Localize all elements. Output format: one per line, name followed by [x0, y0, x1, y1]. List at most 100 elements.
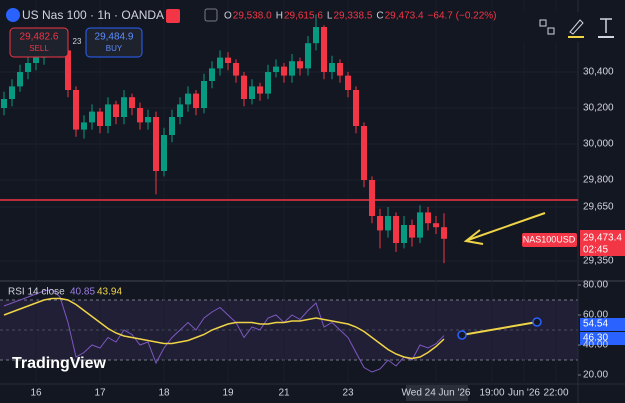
candle-body: [409, 225, 415, 238]
rsi-tick-label: 80.00: [583, 280, 608, 291]
candle-body: [289, 61, 295, 76]
candle-body: [313, 27, 319, 44]
logo[interactable]: TradingView: [12, 355, 107, 372]
candle-body: [345, 75, 351, 90]
rsi-tag-1: [580, 318, 625, 331]
candle-body: [185, 93, 191, 105]
symbol[interactable]: US Nas 100 · 1h · OANDA: [22, 8, 164, 22]
candle-body: [97, 111, 103, 126]
candle-body: [161, 135, 167, 171]
time-tick-label: Wed 24 Jun '26: [402, 388, 471, 399]
draw-icon[interactable]: [569, 19, 584, 35]
ohlc-value: 29,538.0: [233, 11, 272, 22]
ohlc-key: L: [327, 11, 333, 22]
price-tick-label: 29,350: [583, 256, 614, 267]
flag-icon[interactable]: [166, 9, 180, 23]
candle-body: [177, 104, 183, 117]
rsi-line: [3, 297, 445, 360]
candle-body: [81, 122, 87, 130]
ohlc-key: O: [224, 11, 232, 22]
candle-body: [169, 117, 175, 135]
candle-body: [337, 63, 343, 76]
rsi-ma-value: 43.94: [97, 287, 122, 298]
candle-body: [433, 223, 439, 228]
candle-body: [265, 72, 271, 94]
arrow-annotation[interactable]: [463, 212, 546, 245]
candle-body: [321, 27, 327, 72]
time-tick-label: 23: [342, 388, 354, 399]
candle-body: [145, 117, 151, 123]
ohlc: O 29,538.0 H 29,615.6 L 29,338.5 C 29,473.4: [224, 11, 424, 22]
candle-body: [417, 212, 423, 238]
candle-body: [257, 86, 263, 94]
candle-body: [89, 111, 95, 123]
candle-body: [25, 63, 31, 72]
rsi-arrow-annotation[interactable]: [457, 317, 542, 340]
candle-body: [441, 227, 447, 239]
price-tick-label: 30,000: [583, 139, 614, 150]
candle-body: [65, 50, 71, 90]
candle-body: [249, 86, 255, 99]
market-icon[interactable]: [204, 8, 218, 22]
candle-body: [129, 97, 135, 108]
sell-price: 29,482.6: [20, 32, 59, 43]
candle-body: [385, 216, 391, 231]
objects-icon[interactable]: [539, 19, 547, 27]
rsi-value: 40.85: [70, 287, 95, 298]
candle-body: [233, 63, 239, 76]
candle-body: [361, 126, 367, 180]
text-icon[interactable]: [600, 18, 612, 33]
price-tick-label: 30,200: [583, 103, 614, 114]
candle-body: [33, 57, 39, 63]
rsi-tag-2: [580, 332, 625, 345]
price-tag-price: 29,473.4: [583, 233, 622, 244]
price-tick-label: 29,650: [583, 202, 614, 213]
candle-body: [9, 86, 15, 99]
time-tick-label: 21: [278, 388, 290, 399]
candle-body: [137, 108, 143, 123]
objects-icon-2: [547, 27, 555, 35]
time-tick-label: 16: [30, 388, 42, 399]
candle-body: [225, 57, 231, 63]
price-tick-label: 29,800: [583, 175, 614, 186]
candle-body: [297, 61, 303, 69]
buy-label: BUY: [106, 44, 123, 53]
ohlc-key: C: [376, 11, 383, 22]
price-tick-label: 30,400: [583, 67, 614, 78]
plot: [0, 14, 581, 376]
candle-body: [425, 212, 431, 224]
sell-label: SELL: [29, 44, 49, 53]
sell-button[interactable]: [9, 27, 69, 58]
candle-body: [241, 75, 247, 99]
candle-body: [73, 90, 79, 130]
ohlc-key: H: [276, 11, 283, 22]
candle-body: [153, 117, 159, 171]
buy-button[interactable]: [85, 27, 143, 58]
toolbar: [508, 12, 618, 42]
ohlc-value: 29,338.5: [333, 11, 372, 22]
rsi-tick-label: 60.00: [583, 310, 608, 321]
rsi-tick-label: 20.00: [583, 370, 608, 381]
ohlc-value: 29,473.4: [385, 11, 424, 22]
candle-body: [193, 93, 199, 108]
candle-body: [121, 97, 127, 117]
symbol-tag: [522, 233, 577, 247]
candle-body: [1, 99, 7, 108]
candle-body: [369, 180, 375, 216]
time-tick-label: 18: [158, 388, 170, 399]
time-tick-label: Jun '26: [508, 388, 540, 399]
candle-body: [105, 104, 111, 126]
price-tag: [580, 230, 625, 256]
buy-price: 29,484.9: [95, 32, 134, 43]
time-tick-label: 22:00: [543, 388, 568, 399]
candle-body: [201, 81, 207, 108]
candle-body: [113, 104, 119, 117]
candle-body: [273, 66, 279, 72]
candle-body: [281, 66, 287, 76]
ohlc-value: 29,615.6: [284, 11, 323, 22]
symbol-icon[interactable]: [6, 8, 20, 22]
rsi-line: [3, 288, 445, 373]
